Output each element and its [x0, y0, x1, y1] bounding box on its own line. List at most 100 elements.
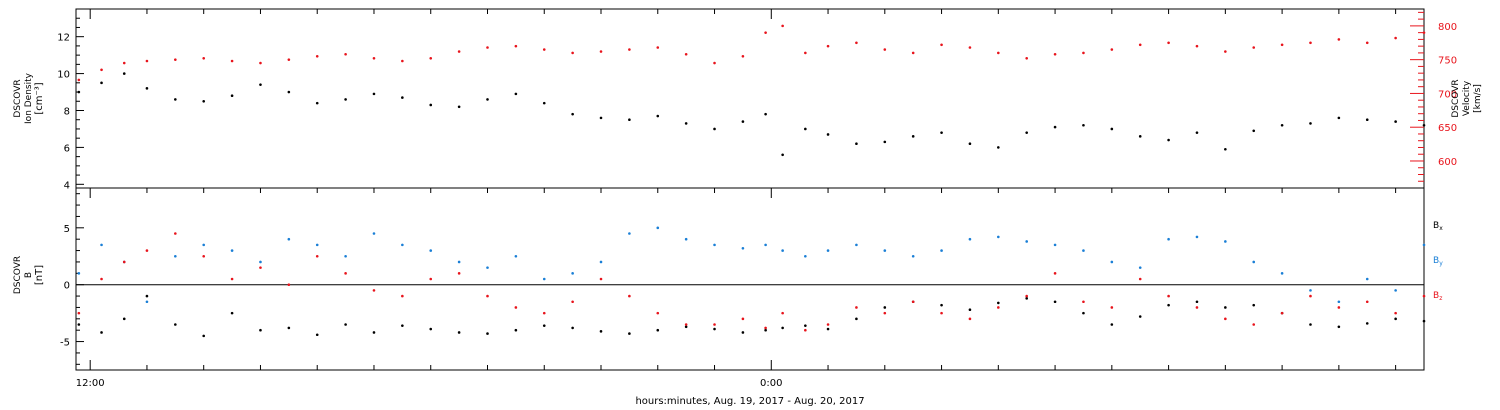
density-point [259, 83, 262, 86]
density-axis-title-line: DSCOVR [13, 79, 23, 117]
density-point [1252, 129, 1256, 133]
b-point-by [1053, 243, 1057, 247]
plasma-frame [75, 8, 1425, 189]
velocity-point [122, 61, 126, 65]
b-point-bx [997, 301, 1000, 305]
b-point-bz [1167, 294, 1170, 298]
b-point-bz [1394, 311, 1397, 315]
density-tick-label: 10 [57, 70, 70, 81]
b-point-bx [1309, 323, 1312, 326]
velocity-point [1082, 51, 1085, 55]
b-point-bx [145, 294, 149, 298]
velocity-point [259, 61, 262, 65]
density-point [429, 103, 433, 107]
b-point-bz [1082, 300, 1085, 304]
velocity-point [315, 54, 319, 58]
b-point-bz [599, 277, 603, 281]
time-tick-label: 0:00 [760, 378, 782, 389]
density-point [1224, 147, 1227, 151]
b-point-by [571, 272, 574, 275]
b-point-by [514, 254, 518, 258]
density-point [486, 98, 489, 101]
b-point-bx [1082, 311, 1085, 315]
velocity-point [372, 57, 376, 60]
b-point-bx [100, 331, 103, 334]
density-point [1337, 116, 1341, 120]
b-point-by [826, 249, 830, 252]
velocity-tick-label: 650 [1438, 123, 1457, 134]
velocity-point [1167, 41, 1170, 45]
velocity-point [684, 52, 688, 56]
velocity-axis-title-line: Velocity [1462, 80, 1472, 116]
b-point-bz [457, 272, 461, 275]
b-point-bx [684, 325, 688, 329]
b-point-by [542, 277, 546, 281]
b-point-bx [1195, 300, 1199, 304]
b-point-bz [1422, 294, 1426, 298]
density-tick-label: 12 [57, 33, 70, 44]
b-point-bz [656, 311, 660, 315]
b-point-bx [741, 331, 745, 334]
density-point [826, 133, 830, 136]
b-point-by [804, 254, 807, 258]
density-point [100, 81, 103, 85]
velocity-point [855, 41, 858, 45]
b-point-bz [315, 254, 319, 258]
b-point-bx [77, 323, 81, 326]
velocity-point [628, 48, 631, 51]
b-point-by [911, 254, 915, 258]
b-point-by [764, 243, 767, 247]
b-point-by [1309, 289, 1312, 292]
velocity-point [429, 57, 433, 60]
b-point-by [940, 249, 943, 252]
density-point [656, 114, 660, 118]
density-point [287, 90, 291, 94]
velocity-point [486, 46, 489, 49]
b-point-by [174, 254, 177, 258]
velocity-point [287, 58, 291, 61]
b-point-bx [713, 327, 716, 331]
density-point [372, 92, 376, 96]
b-point-bz [1365, 300, 1369, 304]
b-point-bz [1053, 272, 1057, 275]
legend-by: By [1433, 256, 1443, 267]
velocity-point [911, 51, 915, 55]
b-axis-title-line: DSCOVR [13, 256, 23, 294]
b-point-bx [315, 333, 319, 337]
b-point-bx [344, 323, 347, 326]
b-point-by [855, 243, 858, 247]
density-point [628, 118, 631, 122]
b-point-bz [514, 306, 518, 309]
density-point [741, 120, 745, 123]
b-point-by [429, 249, 433, 252]
velocity-tick-label: 700 [1438, 89, 1457, 100]
b-point-bx [202, 334, 206, 338]
density-point [1365, 118, 1369, 122]
b-point-by [628, 232, 631, 235]
b-point-bz [202, 254, 206, 258]
b-point-bx [1224, 306, 1227, 309]
b-point-bz [713, 323, 716, 326]
b-point-bz [764, 326, 767, 330]
b-point-by [1252, 260, 1256, 264]
velocity-point [1337, 38, 1341, 41]
velocity-point [741, 54, 745, 58]
b-point-by [1280, 272, 1284, 275]
density-point [571, 112, 574, 116]
b-point-bz [122, 260, 126, 264]
b-point-bx [457, 331, 461, 334]
b-point-bx [230, 311, 234, 315]
b-point-bz [429, 277, 433, 281]
density-tick-label: 8 [64, 106, 70, 117]
b-point-by [1337, 300, 1341, 304]
density-point [968, 142, 972, 146]
b-point-bz [1110, 306, 1114, 309]
b-point-bx [174, 323, 177, 326]
velocity-point [344, 52, 347, 56]
b-point-bz [1025, 294, 1028, 298]
density-point [940, 131, 943, 134]
density-point [1082, 123, 1085, 127]
density-tick-label: 4 [64, 180, 70, 191]
